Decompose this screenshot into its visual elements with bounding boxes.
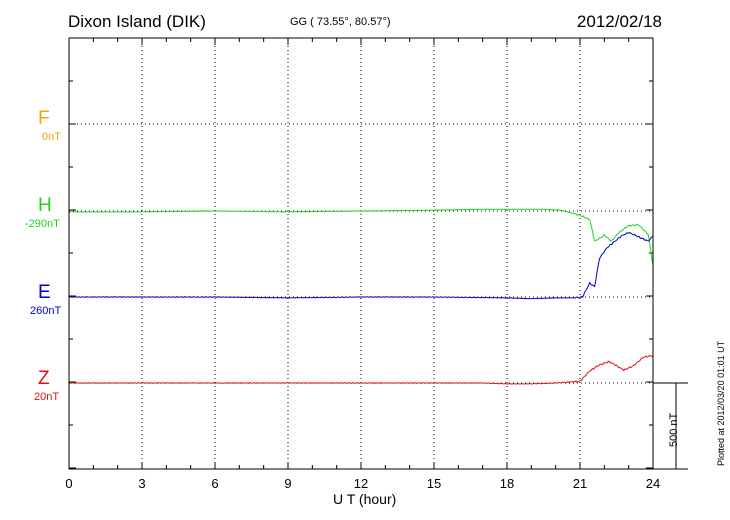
x-tick-label: 24: [646, 476, 660, 491]
x-tick-label: 9: [284, 476, 291, 491]
series-line-z: [68, 355, 654, 385]
x-tick-labels: 0 3 6 9 12 15 18 21 24: [65, 476, 660, 491]
x-tick-label: 18: [500, 476, 514, 491]
grid-lines: [69, 38, 653, 469]
component-f-baseline: 0nT: [42, 131, 61, 143]
x-tick-label: 12: [354, 476, 368, 491]
series-line-e: [68, 231, 654, 300]
station-title: Dixon Island (DIK): [68, 12, 206, 31]
x-axis-label: U T (hour): [333, 491, 397, 507]
component-h-label: H: [38, 195, 52, 216]
scale-bar: [653, 382, 688, 470]
component-z-label: Z: [38, 368, 50, 389]
x-tick-label: 21: [573, 476, 587, 491]
component-h-baseline: -290nT: [25, 218, 60, 230]
scale-bar-label: 500 nT: [668, 412, 680, 447]
data-traces: [68, 208, 654, 385]
series-line-h: [68, 208, 654, 266]
plot-frame: [68, 37, 654, 470]
component-e-label: E: [38, 282, 51, 303]
x-tick-label: 6: [211, 476, 218, 491]
component-f-label: F: [38, 108, 50, 129]
x-tick-label: 0: [65, 476, 72, 491]
plotted-timestamp: Plotted at 2012/03/20 01:01 UT: [716, 340, 726, 466]
x-tick-label: 3: [138, 476, 145, 491]
component-e-baseline: 260nT: [30, 305, 62, 317]
x-tick-label: 15: [427, 476, 441, 491]
component-z-baseline: 20nT: [34, 391, 60, 403]
plot-date: 2012/02/18: [576, 12, 662, 31]
station-coordinates: GG ( 73.55°, 80.57°): [290, 16, 391, 28]
